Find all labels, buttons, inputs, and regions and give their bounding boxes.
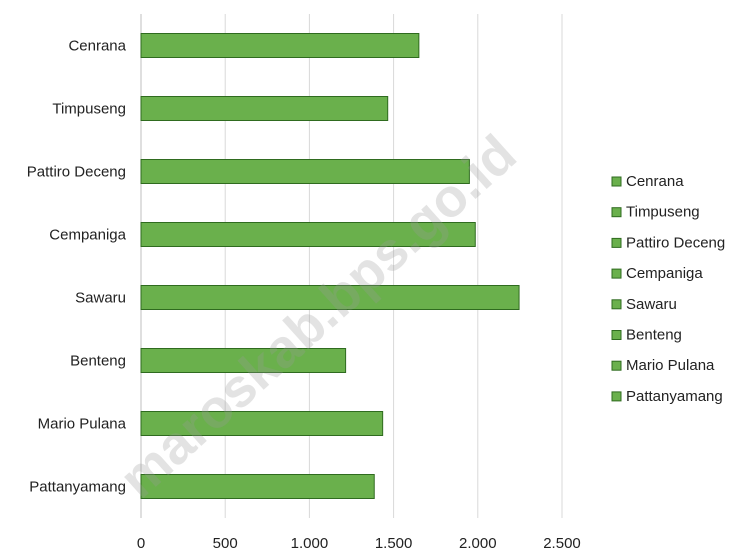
- legend-label-benteng: Benteng: [626, 327, 682, 344]
- legend-swatch-cenrana: [611, 176, 622, 187]
- category-label-sawaru: Sawaru: [75, 290, 126, 307]
- bar-cenrana: [140, 33, 420, 58]
- bar-cempaniga: [140, 222, 476, 247]
- legend-label-cempaniga: Cempaniga: [626, 265, 703, 282]
- bar-mario-pulana: [140, 411, 384, 436]
- legend-label-timpuseng: Timpuseng: [626, 204, 700, 221]
- bar-sawaru: [140, 285, 520, 310]
- legend-label-mario-pulana: Mario Pulana: [626, 357, 715, 374]
- bar-timpuseng: [140, 96, 389, 121]
- category-label-cenrana: Cenrana: [68, 38, 126, 55]
- bar-pattiro-deceng: [140, 159, 470, 184]
- legend-swatch-cempaniga: [611, 268, 622, 279]
- category-label-mario-pulana: Mario Pulana: [38, 416, 127, 433]
- legend-label-sawaru: Sawaru: [626, 296, 677, 313]
- bar-pattanyamang: [140, 474, 375, 499]
- legend-swatch-pattiro-deceng: [611, 237, 622, 248]
- category-label-benteng: Benteng: [70, 353, 126, 370]
- bars: [140, 33, 520, 499]
- legend-swatch-sawaru: [611, 299, 622, 310]
- bar-benteng: [140, 348, 347, 373]
- category-label-pattanyamang: Pattanyamang: [29, 479, 126, 496]
- x-tick-label-2500: 2.500: [543, 535, 581, 552]
- x-tick-label-0: 0: [137, 535, 145, 552]
- x-tick-label-1500: 1.500: [375, 535, 413, 552]
- category-label-pattiro-deceng: Pattiro Deceng: [27, 164, 126, 181]
- category-label-cempaniga: Cempaniga: [49, 227, 126, 244]
- legend-swatch-benteng: [611, 330, 622, 340]
- legend: Cenrana Timpuseng Pattiro Deceng Cempaniga S…: [611, 173, 725, 405]
- category-labels: Cenrana Timpuseng Pattiro Deceng Cempaniga S…: [27, 38, 127, 496]
- x-axis-ticks: 0 500 1.000 1.500 2.000 2.500: [137, 535, 581, 552]
- legend-swatch-mario-pulana: [611, 360, 622, 371]
- x-tick-label-2000: 2.000: [459, 535, 497, 552]
- legend-label-pattanyamang: Pattanyamang: [626, 388, 723, 405]
- category-label-timpuseng: Timpuseng: [52, 101, 126, 118]
- x-tick-label-500: 500: [213, 535, 238, 552]
- legend-swatch-pattanyamang: [611, 391, 622, 402]
- legend-label-pattiro-deceng: Pattiro Deceng: [626, 234, 725, 251]
- legend-label-cenrana: Cenrana: [626, 173, 684, 190]
- x-tick-label-1000: 1.000: [291, 535, 329, 552]
- legend-swatch-timpuseng: [611, 207, 622, 218]
